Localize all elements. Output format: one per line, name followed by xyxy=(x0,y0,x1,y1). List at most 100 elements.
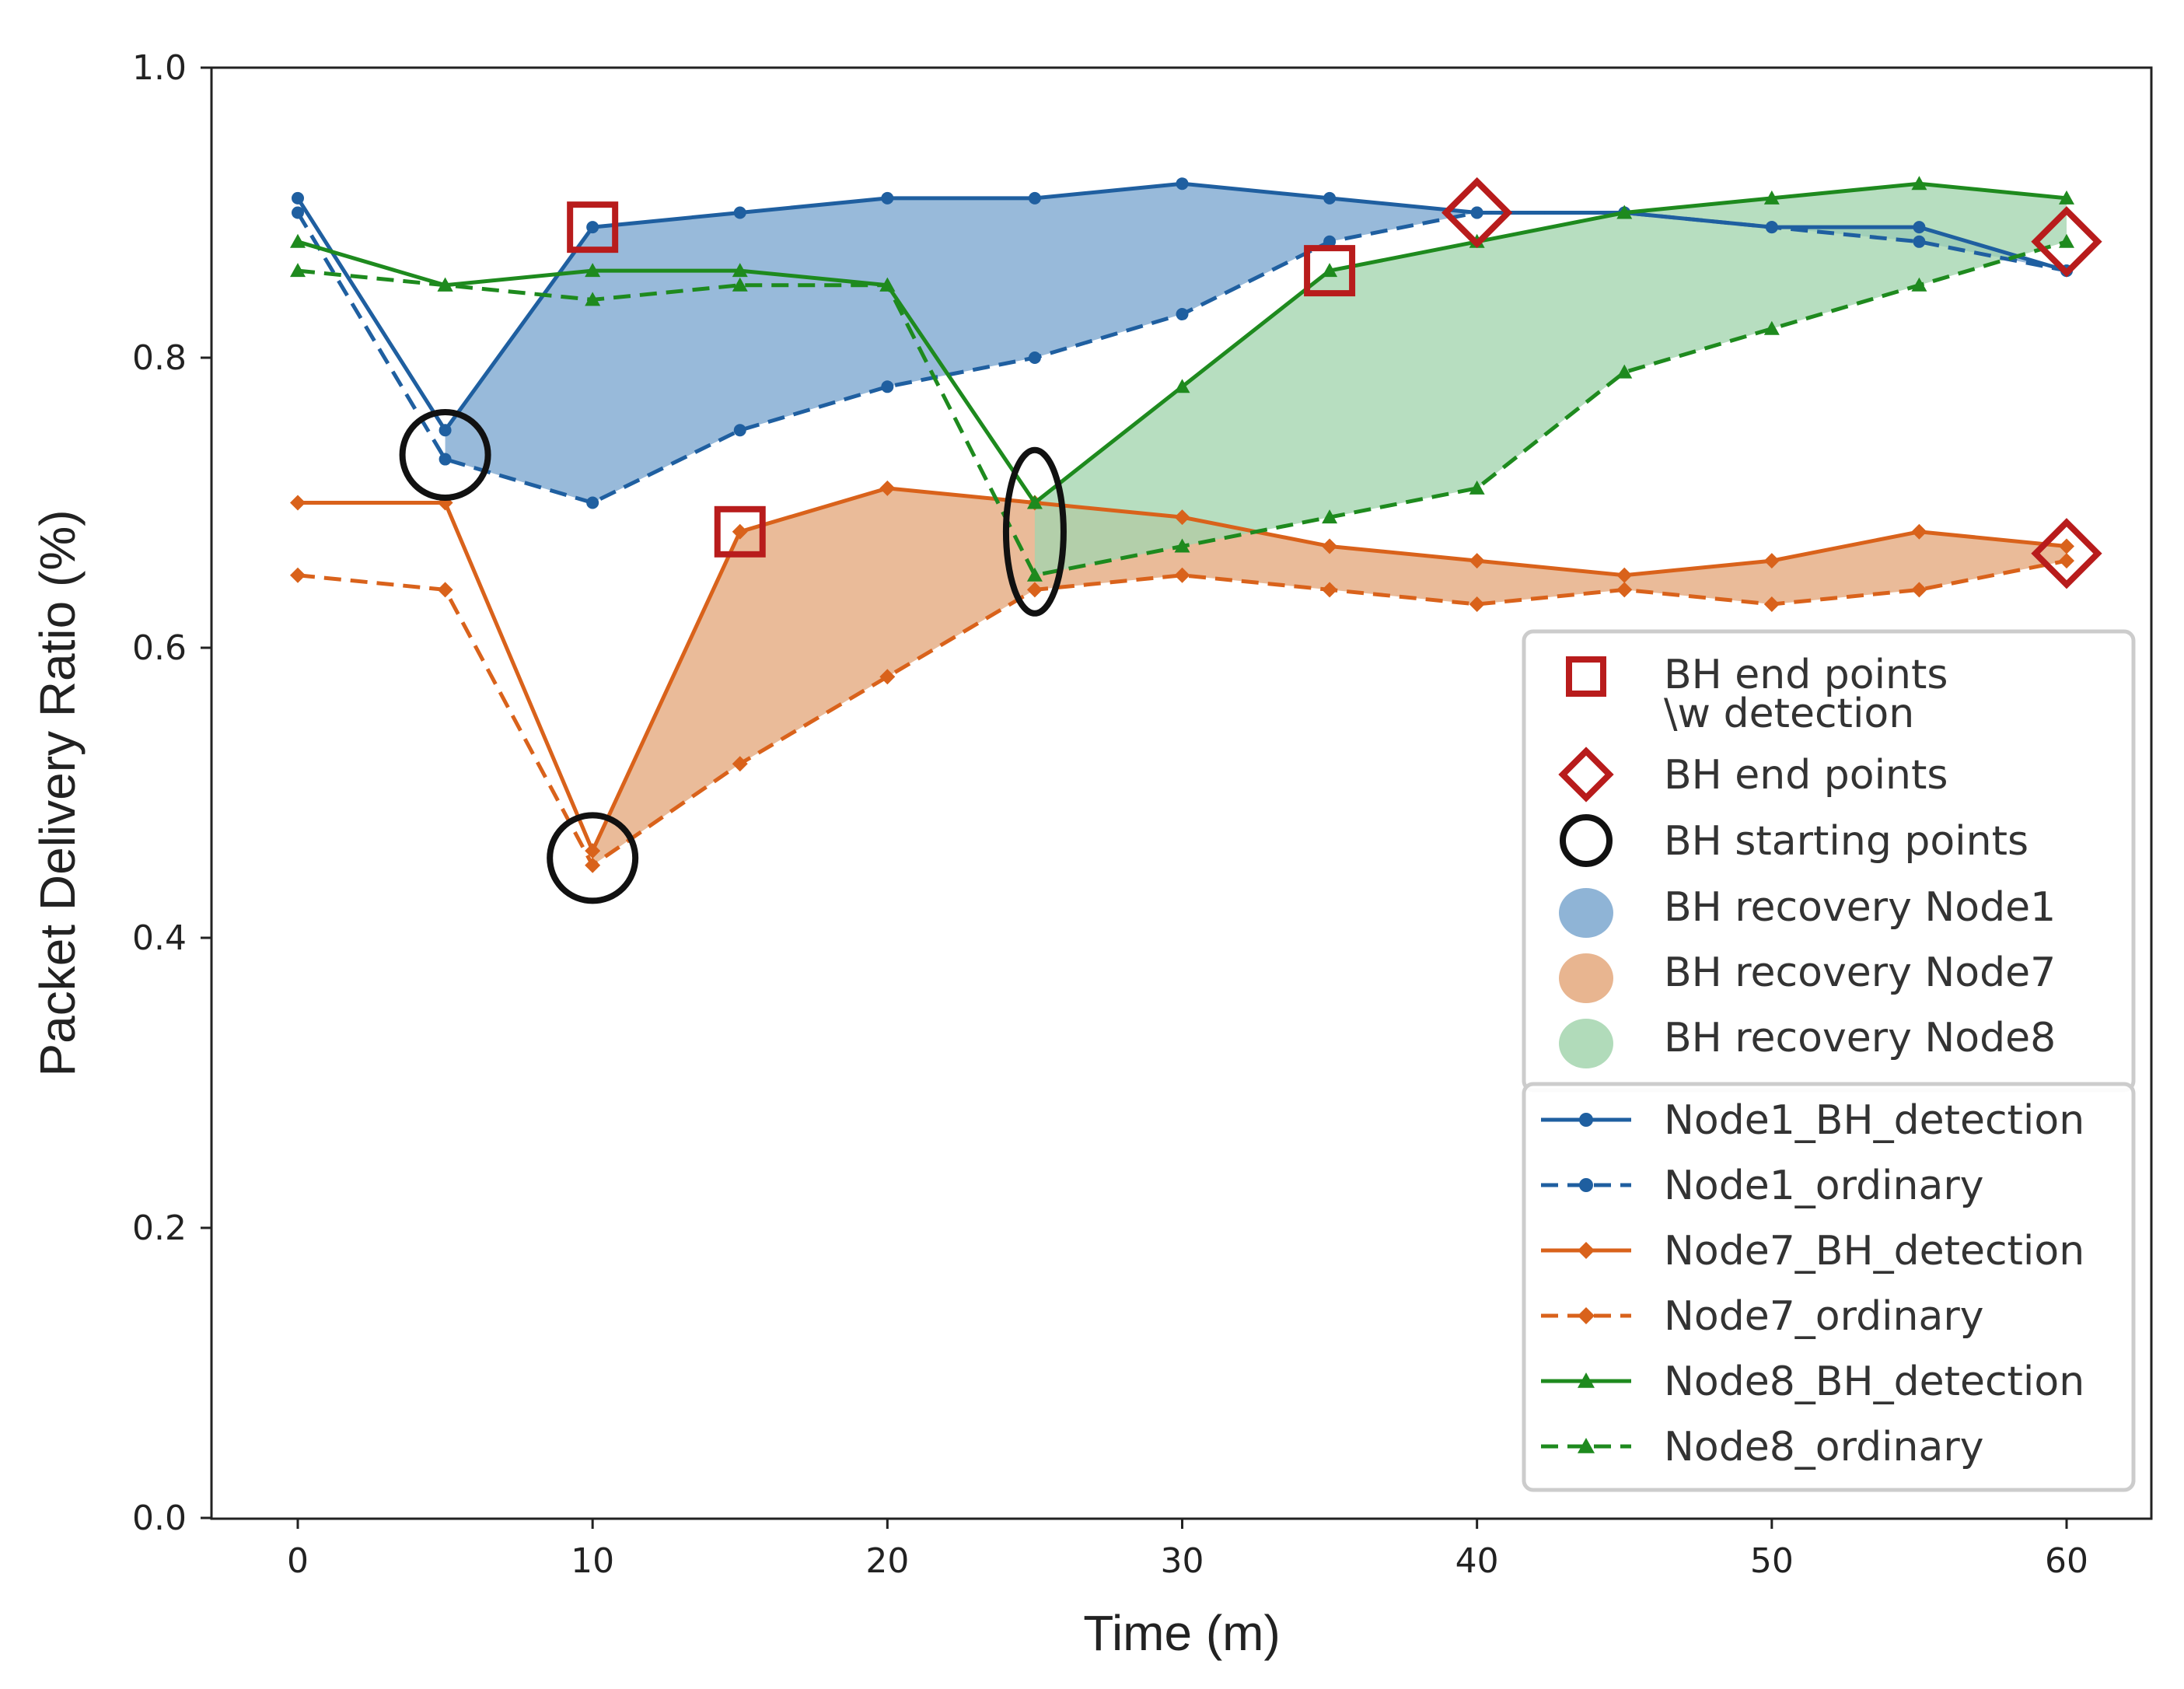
end-point-diamond-2 xyxy=(2031,206,2102,278)
point-node7-ordinary-5 xyxy=(437,582,453,598)
point-node8-ordinary-30 xyxy=(1174,538,1190,553)
point-node1-ordinary-25 xyxy=(1028,351,1041,364)
x-tick-label-50: 50 xyxy=(1750,1541,1794,1581)
point-node8-ordinary-40 xyxy=(1469,480,1485,495)
end-point-diamond-3 xyxy=(2031,518,2102,589)
point-node1-bh-detection-30 xyxy=(1176,177,1189,191)
end-point-with-detection-square-3 xyxy=(1304,245,1356,297)
point-node7-bh-detection-45 xyxy=(1616,567,1633,583)
point-node1-ordinary-50 xyxy=(1765,221,1778,234)
point-node8-ordinary-5 xyxy=(437,277,453,292)
x-tick-label-10: 10 xyxy=(571,1541,614,1581)
y-tick-label-0-4: 0.4 xyxy=(132,918,187,958)
y-tick-label-0-8: 0.8 xyxy=(132,338,187,378)
recovery-fill-bh-recovery-node8 xyxy=(1034,184,2067,575)
point-node7-ordinary-30 xyxy=(1174,567,1190,583)
end-point-with-detection-square-2 xyxy=(714,505,766,558)
point-node8-ordinary-0 xyxy=(290,263,306,278)
point-node1-ordinary-10 xyxy=(586,496,599,509)
legend-label-bh-recovery-node1: BH recovery Node1 xyxy=(1664,884,2056,931)
point-node7-ordinary-25 xyxy=(1026,582,1043,598)
end-point-diamond-1 xyxy=(1441,177,1513,249)
point-node1-ordinary-55 xyxy=(1913,235,1926,248)
legend-label-end-points: BH end points xyxy=(1664,752,1948,799)
x-tick-label-20: 20 xyxy=(865,1541,909,1581)
point-node1-bh-detection-20 xyxy=(881,191,894,205)
legend-label-node7-bh-detection: Node7_BH_detection xyxy=(1664,1228,2084,1275)
y-tick-label-0-6: 0.6 xyxy=(132,628,187,668)
point-node7-bh-detection-35 xyxy=(1322,538,1338,554)
point-node1-ordinary-35 xyxy=(1323,235,1337,248)
point-node1-bh-detection-55 xyxy=(1913,221,1926,234)
legend-label-bh-recovery-node7: BH recovery Node7 xyxy=(1664,949,2056,996)
point-node7-bh-detection-20 xyxy=(879,480,896,496)
starting-point-circle-3 xyxy=(1002,446,1067,617)
legend-marker-node8-bh-detection xyxy=(1578,1373,1595,1388)
point-node7-bh-detection-15 xyxy=(732,523,748,540)
point-node7-ordinary-0 xyxy=(290,567,306,583)
legend-symbol-end-points xyxy=(1558,747,1614,803)
point-node8-bh-detection-15 xyxy=(732,263,748,278)
point-node8-bh-detection-25 xyxy=(1026,495,1043,509)
legend-symbol-starting-points xyxy=(1560,814,1613,867)
point-node7-bh-detection-40 xyxy=(1469,553,1485,569)
legend-label-bh-recovery-node8: BH recovery Node8 xyxy=(1664,1015,2056,1061)
point-node7-ordinary-20 xyxy=(879,669,896,685)
point-node1-bh-detection-10 xyxy=(586,221,599,234)
recovery-fill-bh-recovery-node1 xyxy=(445,184,2067,503)
point-node8-bh-detection-60 xyxy=(2059,190,2074,205)
series-lines xyxy=(290,176,2074,873)
annotation-markers xyxy=(399,177,2102,904)
point-node7-ordinary-55 xyxy=(1911,582,1927,598)
y-axis-title: Packet Delivery Ratio (%) xyxy=(30,509,86,1076)
legend-symbol-bh-recovery-node8 xyxy=(1559,1019,1613,1068)
point-node1-ordinary-30 xyxy=(1176,308,1189,321)
point-node1-bh-detection-5 xyxy=(439,424,452,437)
point-node1-ordinary-20 xyxy=(881,380,894,393)
point-node8-bh-detection-50 xyxy=(1763,190,1780,205)
point-node8-bh-detection-45 xyxy=(1616,205,1633,219)
recovery-fill-bh-recovery-node7 xyxy=(592,488,2067,865)
point-node7-ordinary-15 xyxy=(732,756,748,772)
point-node7-bh-detection-10 xyxy=(585,843,601,859)
x-tick-label-0: 0 xyxy=(287,1541,309,1581)
point-node8-bh-detection-30 xyxy=(1174,379,1190,393)
legend-marker-node7-bh-detection xyxy=(1578,1242,1595,1259)
x-tick-label-30: 30 xyxy=(1161,1541,1204,1581)
legend-label-starting-points: BH starting points xyxy=(1664,818,2028,865)
point-node7-ordinary-50 xyxy=(1763,596,1780,613)
y-tick-label-0: 0.0 xyxy=(132,1498,187,1538)
legend-label-node1-ordinary: Node1_ordinary xyxy=(1664,1163,1984,1209)
end-point-with-detection-square-1 xyxy=(567,201,619,254)
legend-label-end-points-with-detection-line2: \w detection xyxy=(1664,691,1914,737)
legend-symbol-bh-recovery-node1 xyxy=(1559,888,1613,938)
point-node8-bh-detection-55 xyxy=(1911,176,1927,191)
legend-box-series xyxy=(1522,1082,2136,1492)
point-node1-ordinary-15 xyxy=(733,424,746,437)
point-node1-ordinary-5 xyxy=(439,453,452,466)
point-node8-ordinary-10 xyxy=(585,292,601,306)
starting-point-circle-1 xyxy=(399,408,491,501)
point-node8-ordinary-20 xyxy=(879,277,896,292)
point-node1-ordinary-0 xyxy=(292,206,304,219)
legend-marker-node8-ordinary xyxy=(1578,1438,1595,1453)
point-node8-bh-detection-0 xyxy=(290,233,306,248)
legend-label-node1-bh-detection: Node1_BH_detection xyxy=(1664,1097,2084,1144)
point-node7-ordinary-35 xyxy=(1322,582,1338,598)
starting-point-circle-2 xyxy=(547,812,639,904)
point-node7-ordinary-40 xyxy=(1469,596,1485,613)
point-node7-bh-detection-50 xyxy=(1763,553,1780,569)
point-node7-bh-detection-30 xyxy=(1174,509,1190,526)
point-node8-ordinary-55 xyxy=(1911,277,1927,292)
point-node7-bh-detection-0 xyxy=(290,495,306,511)
point-node7-ordinary-45 xyxy=(1616,582,1633,598)
legend-label-node8-bh-detection: Node8_BH_detection xyxy=(1664,1359,2084,1405)
legend-marker-node1-bh-detection xyxy=(1579,1113,1593,1127)
legend-label-node7-ordinary: Node7_ordinary xyxy=(1664,1293,1984,1340)
x-tick-label-40: 40 xyxy=(1455,1541,1499,1581)
legend-label-end-points-with-detection-line1: BH end points xyxy=(1664,652,1948,698)
legend-marker-node1-ordinary xyxy=(1579,1178,1593,1192)
